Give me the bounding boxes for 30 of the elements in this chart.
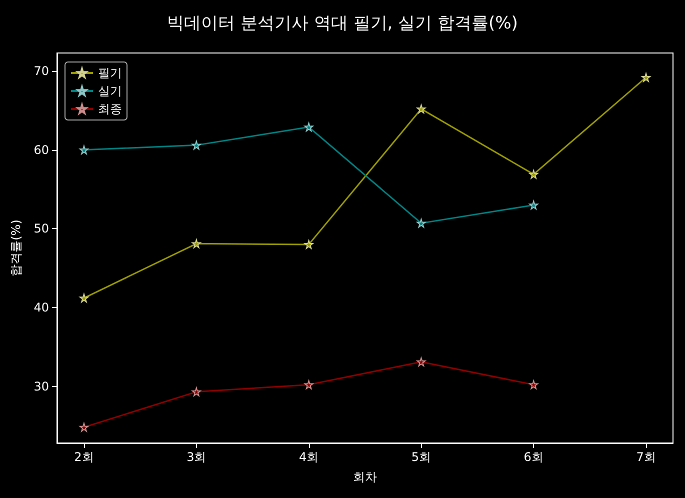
point xyxy=(304,380,314,390)
y-tick-label: 60 xyxy=(34,142,49,157)
point xyxy=(416,218,426,228)
legend-label: 필기 xyxy=(98,66,122,80)
x-tick-label: 2회 xyxy=(74,450,94,464)
x-tick-label: 7회 xyxy=(636,450,656,464)
chart-title: 빅데이터 분석기사 역대 필기, 실기 합격률(%) xyxy=(167,14,518,34)
y-tick-label: 40 xyxy=(34,300,49,314)
y-tick-label: 70 xyxy=(34,64,49,78)
point xyxy=(416,357,426,366)
x-tick-label: 5회 xyxy=(411,450,432,464)
legend-label: 실기 xyxy=(98,84,122,98)
point xyxy=(529,380,538,390)
point xyxy=(79,145,88,154)
x-tick-label: 3회 xyxy=(186,450,206,464)
y-axis-title: 합격률(%) xyxy=(9,220,23,276)
point xyxy=(304,240,314,249)
point xyxy=(192,140,201,150)
point xyxy=(192,387,201,396)
point xyxy=(416,104,426,114)
point xyxy=(192,239,201,248)
x-tick-label: 6회 xyxy=(524,450,544,464)
point xyxy=(79,422,88,432)
y-tick-label: 30 xyxy=(34,379,49,394)
y-tick-label: 50 xyxy=(34,222,49,236)
point xyxy=(529,170,538,179)
legend-label: 최종 xyxy=(98,102,122,116)
x-axis-title: 회차 xyxy=(353,470,377,484)
point xyxy=(642,72,651,82)
x-tick-label: 4회 xyxy=(298,450,319,464)
